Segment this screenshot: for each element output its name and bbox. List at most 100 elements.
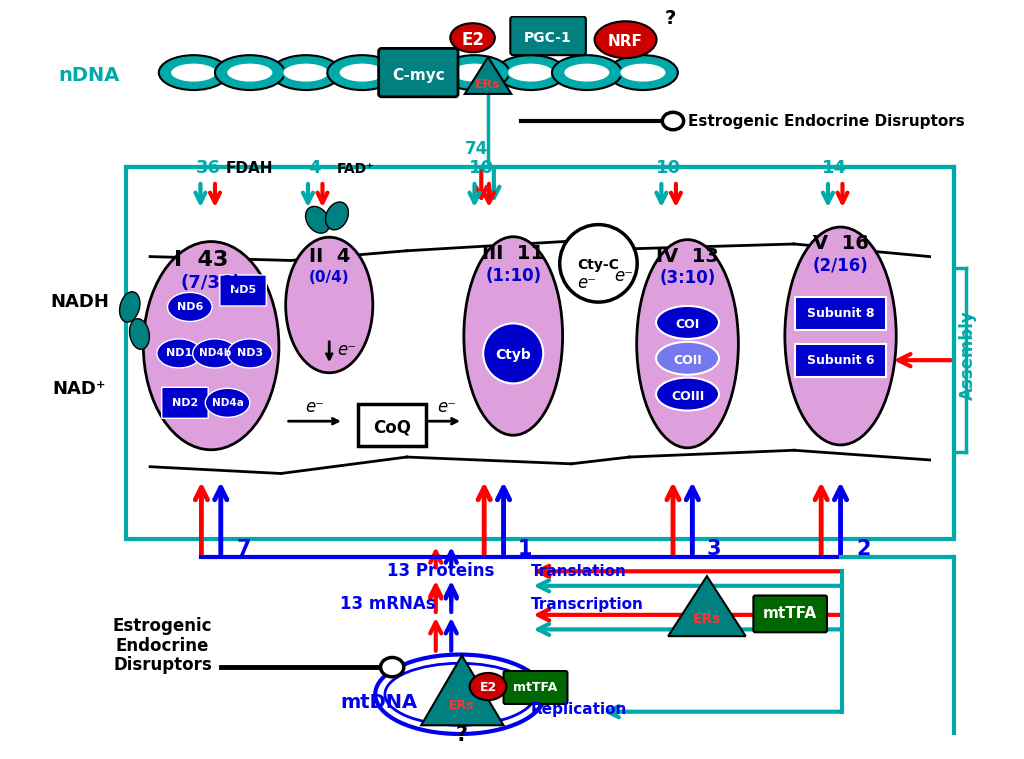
Text: COI: COI <box>676 318 699 331</box>
FancyBboxPatch shape <box>162 387 208 418</box>
Text: e⁻: e⁻ <box>337 342 356 359</box>
Text: ?: ? <box>456 725 468 745</box>
Text: Ctyb: Ctyb <box>496 348 531 362</box>
FancyBboxPatch shape <box>795 344 886 376</box>
Text: e⁻: e⁻ <box>437 398 457 415</box>
Ellipse shape <box>637 240 738 448</box>
Text: 36: 36 <box>196 159 221 178</box>
Ellipse shape <box>656 378 719 411</box>
Text: (1:10): (1:10) <box>485 267 542 285</box>
Text: ND4b: ND4b <box>199 348 231 358</box>
Polygon shape <box>421 656 504 726</box>
Text: ND3: ND3 <box>237 348 263 358</box>
Ellipse shape <box>608 55 678 90</box>
Ellipse shape <box>784 227 896 445</box>
Ellipse shape <box>385 663 535 726</box>
Text: 1: 1 <box>518 539 532 559</box>
Text: PGC-1: PGC-1 <box>524 30 572 45</box>
Text: FAD⁺: FAD⁺ <box>337 162 375 176</box>
Text: ND6: ND6 <box>176 302 203 312</box>
Text: ND5: ND5 <box>230 285 256 295</box>
Text: Subunit 6: Subunit 6 <box>807 354 874 367</box>
Text: Estrogenic: Estrogenic <box>113 617 212 635</box>
Ellipse shape <box>563 63 610 82</box>
Text: CoQ: CoQ <box>373 418 412 436</box>
Text: Disruptors: Disruptors <box>114 656 212 674</box>
Ellipse shape <box>170 63 217 82</box>
FancyBboxPatch shape <box>795 298 886 330</box>
Text: (0/4): (0/4) <box>309 270 349 285</box>
Text: (7/36): (7/36) <box>181 274 242 291</box>
Text: C-myc: C-myc <box>392 68 444 83</box>
Text: e⁻: e⁻ <box>614 267 633 285</box>
Text: II  4: II 4 <box>308 247 350 266</box>
Text: 10: 10 <box>469 159 494 178</box>
Ellipse shape <box>552 55 622 90</box>
FancyBboxPatch shape <box>220 275 266 306</box>
Ellipse shape <box>656 306 719 339</box>
Ellipse shape <box>339 63 385 82</box>
Text: 13 mRNAs: 13 mRNAs <box>340 595 435 613</box>
Text: Subunit 8: Subunit 8 <box>807 307 874 320</box>
Ellipse shape <box>470 673 507 700</box>
Text: NAD⁺: NAD⁺ <box>52 380 106 398</box>
Text: III  11: III 11 <box>482 244 545 263</box>
Text: ND4a: ND4a <box>212 398 244 408</box>
Text: e⁻: e⁻ <box>305 398 324 415</box>
Text: Assembly: Assembly <box>959 310 977 400</box>
Text: V  16: V 16 <box>813 235 868 254</box>
Text: mtTFA: mtTFA <box>763 606 817 622</box>
FancyBboxPatch shape <box>510 17 586 55</box>
Ellipse shape <box>143 241 279 450</box>
Text: 3: 3 <box>707 539 721 559</box>
Text: mtDNA: mtDNA <box>341 693 418 712</box>
Text: ND1: ND1 <box>166 348 193 358</box>
Text: nDNA: nDNA <box>58 66 120 85</box>
Text: 4: 4 <box>308 159 321 178</box>
FancyBboxPatch shape <box>379 49 458 97</box>
Text: NADH: NADH <box>50 293 109 311</box>
Text: 14: 14 <box>822 159 847 178</box>
Ellipse shape <box>305 206 330 233</box>
Text: 2: 2 <box>856 539 870 559</box>
Ellipse shape <box>120 291 140 322</box>
Ellipse shape <box>595 21 656 58</box>
Ellipse shape <box>157 339 202 368</box>
Ellipse shape <box>451 24 495 52</box>
Text: ERs: ERs <box>450 699 475 713</box>
Text: mtTFA: mtTFA <box>513 681 558 694</box>
Ellipse shape <box>328 55 397 90</box>
Text: COII: COII <box>673 354 701 367</box>
FancyBboxPatch shape <box>504 671 567 704</box>
Ellipse shape <box>381 657 403 677</box>
Text: ND2: ND2 <box>172 398 198 408</box>
Ellipse shape <box>375 654 545 734</box>
Ellipse shape <box>193 339 238 368</box>
Text: Cty-C: Cty-C <box>578 258 620 272</box>
Text: ERs: ERs <box>692 612 721 625</box>
FancyBboxPatch shape <box>754 596 827 632</box>
Ellipse shape <box>271 55 341 90</box>
Ellipse shape <box>383 55 454 90</box>
Text: E2: E2 <box>461 30 484 49</box>
Text: Endocrine: Endocrine <box>116 637 209 655</box>
Text: (3:10): (3:10) <box>659 269 716 287</box>
Text: ERs: ERs <box>475 77 501 91</box>
Text: 13 Proteins: 13 Proteins <box>387 562 495 580</box>
Text: 74: 74 <box>465 140 488 158</box>
Ellipse shape <box>483 323 544 383</box>
Text: IV  13: IV 13 <box>656 247 719 266</box>
Text: ?: ? <box>665 9 676 28</box>
Text: Replication: Replication <box>530 701 627 716</box>
Text: Translation: Translation <box>530 564 627 579</box>
Polygon shape <box>669 576 745 636</box>
Text: NRF: NRF <box>608 34 643 49</box>
Ellipse shape <box>159 55 228 90</box>
Ellipse shape <box>656 342 719 375</box>
Ellipse shape <box>215 55 285 90</box>
Ellipse shape <box>496 55 565 90</box>
Ellipse shape <box>452 63 498 82</box>
Text: 10: 10 <box>655 159 681 178</box>
Ellipse shape <box>283 63 330 82</box>
Text: Estrogenic Endocrine Disruptors: Estrogenic Endocrine Disruptors <box>687 114 965 128</box>
